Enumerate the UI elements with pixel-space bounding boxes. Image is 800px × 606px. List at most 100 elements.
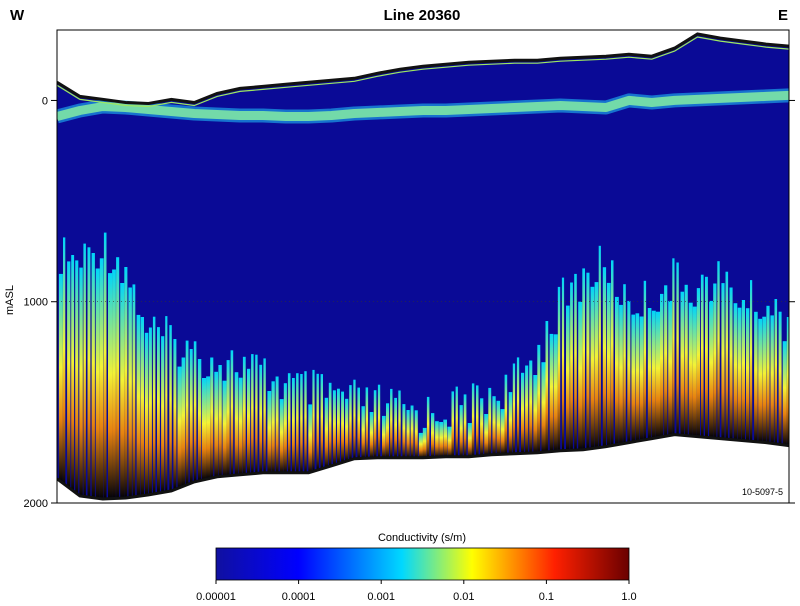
deep-zone-column	[308, 404, 313, 473]
deep-zone-column	[578, 301, 583, 450]
deep-zone-column	[467, 423, 472, 457]
deep-zone-column	[222, 380, 227, 477]
deep-zone-column	[762, 316, 767, 443]
deep-zone-column	[316, 373, 319, 470]
deep-zone-column	[206, 376, 211, 479]
y-tick-label: 0	[42, 95, 48, 107]
deep-zone-column	[95, 268, 100, 499]
deep-zone-column	[533, 375, 538, 453]
deep-zone-column	[173, 339, 177, 490]
deep-zone-column	[414, 410, 418, 458]
deep-zone-column	[230, 350, 234, 476]
deep-zone-column	[99, 258, 104, 499]
deep-zone-column	[570, 282, 573, 451]
deep-zone-column	[541, 362, 546, 453]
deep-zone-column	[786, 317, 789, 446]
deep-zone-column	[561, 277, 565, 451]
deep-zone-column	[410, 405, 414, 458]
deep-zone-column	[181, 357, 186, 486]
deep-zone-column	[386, 403, 390, 458]
deep-zone-column	[471, 383, 475, 457]
deep-zone-column	[651, 310, 656, 439]
deep-zone-column	[557, 286, 561, 451]
deep-zone-column	[132, 284, 136, 497]
deep-zone-column	[357, 387, 360, 459]
deep-zone-column	[332, 390, 336, 465]
deep-zone-column	[553, 334, 558, 452]
deep-zone-column	[435, 421, 439, 458]
scale-bar: 0 2 km	[70, 45, 227, 66]
deep-zone-column	[537, 344, 541, 453]
deep-zone-column	[623, 284, 626, 444]
deep-zone-column	[300, 374, 303, 473]
figure-id-label: 10-5097-5	[742, 487, 783, 497]
deep-zone-column	[668, 300, 673, 436]
deep-zone-column	[729, 287, 733, 440]
deep-zone-column	[692, 306, 697, 437]
deep-zone-column	[112, 269, 116, 499]
deep-zone-column	[635, 313, 640, 441]
deep-zone-column	[353, 379, 356, 459]
y-tick-label: 1000	[24, 297, 48, 309]
scale-bar-end-label: 2 km	[205, 45, 227, 56]
deep-zone-column	[234, 372, 239, 476]
deep-zone-column	[287, 373, 291, 473]
colorbar-label: Conductivity (s/m)	[378, 532, 466, 544]
deep-zone-column	[75, 260, 79, 495]
deep-zone-column	[63, 237, 66, 485]
deep-zone-column	[71, 255, 75, 492]
deep-zone-column	[279, 399, 284, 473]
deep-zone-column	[778, 311, 782, 445]
colorbar-tick-label: 0.00001	[196, 591, 236, 603]
deep-zone-column	[390, 388, 393, 458]
deep-zone-column	[782, 341, 787, 446]
deep-zone-column	[394, 397, 397, 458]
deep-zone-column	[140, 317, 144, 496]
deep-zone-column	[189, 349, 193, 483]
deep-zone-column	[361, 406, 365, 459]
deep-zone-column	[185, 340, 189, 485]
deep-zone-column	[733, 303, 738, 440]
deep-zone-column	[58, 273, 63, 482]
deep-zone-column	[193, 341, 197, 482]
deep-zone-column	[696, 288, 700, 437]
deep-zone-column	[165, 316, 168, 492]
deep-zone-column	[476, 385, 479, 456]
deep-zone-column	[443, 419, 447, 457]
deep-zone-column	[267, 391, 272, 473]
deep-zone-column	[451, 391, 454, 457]
topographic-surface-line	[57, 32, 789, 106]
colorbar-tick-label: 0.001	[367, 591, 395, 603]
deep-zone-column	[627, 300, 631, 443]
chart-title: Line 20360	[384, 7, 461, 24]
deep-zone-column	[496, 400, 501, 455]
deep-zone-column	[79, 267, 83, 497]
deep-zone-column	[529, 360, 533, 453]
deep-zone-column	[492, 396, 496, 455]
deep-zone-column	[255, 354, 258, 474]
deep-zone-column	[480, 398, 484, 456]
deep-zone-column	[377, 384, 381, 458]
deep-zone-column	[516, 357, 520, 454]
deep-zone-column	[737, 307, 742, 441]
deep-zone-column	[91, 253, 95, 498]
deep-zone-column	[447, 426, 452, 457]
deep-zone-column	[594, 282, 599, 448]
deep-zone-column	[602, 267, 607, 447]
deep-zone-column	[263, 358, 266, 473]
deep-zone-column	[398, 390, 401, 458]
base-of-investigation-line	[57, 433, 789, 501]
deep-zone-column	[197, 359, 202, 481]
deep-zone-column	[459, 405, 463, 457]
deep-zone-column	[741, 300, 745, 441]
deep-zone-column	[606, 282, 611, 447]
deep-zone-column	[161, 336, 165, 493]
scale-bar-start-label: 0	[70, 45, 76, 56]
deep-zone-column	[124, 267, 128, 498]
deep-zone-column	[365, 387, 369, 459]
colorbar-tick-label: 0.1	[539, 591, 554, 603]
deep-zone-column	[418, 432, 423, 458]
deep-zone-column	[439, 422, 443, 457]
deep-zone-column	[431, 413, 435, 458]
deep-zone-column	[745, 308, 750, 441]
